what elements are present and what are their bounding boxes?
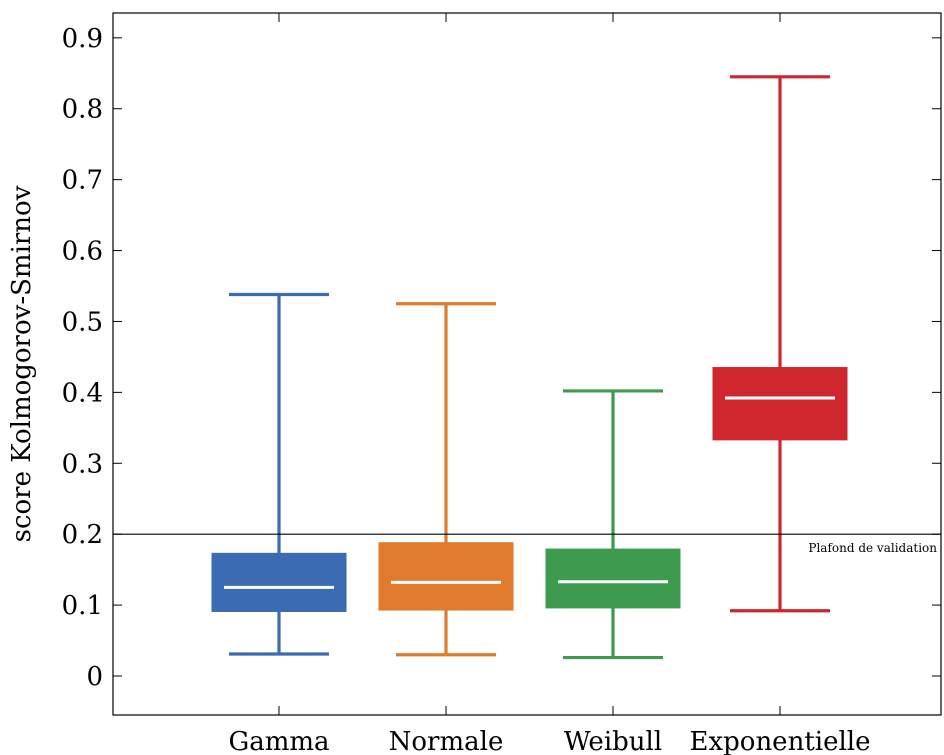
box-exponentielle xyxy=(712,75,848,613)
y-tick-label: 0.5 xyxy=(62,307,103,337)
iqr-box xyxy=(211,552,347,612)
chart-marks: Plafond de validation xyxy=(113,75,941,660)
y-tick-label: 0.6 xyxy=(62,237,103,267)
y-tick-label: 0.4 xyxy=(62,378,103,408)
box-gamma xyxy=(211,292,347,656)
box-weibull xyxy=(545,389,681,660)
plot-frame xyxy=(112,12,942,716)
x-tick-label: Normale xyxy=(389,727,504,755)
y-axis-label: score Kolmogorov-Smirnov xyxy=(7,185,37,542)
y-tick-label: 0.2 xyxy=(62,520,103,550)
y-tick-label: 0 xyxy=(86,662,103,692)
chart-axes: 0 0.1 0.2 0.3 0.4 0.5 0.6 0.7 0.8 0.9 Gamma Normale… xyxy=(62,13,941,755)
x-tick-label: Gamma xyxy=(228,727,329,755)
x-tick-label: Weibull xyxy=(564,727,662,755)
iqr-box xyxy=(545,548,681,609)
iqr-box xyxy=(712,367,848,441)
box-normale xyxy=(378,302,514,657)
reference-line-label: Plafond de validation xyxy=(808,541,937,555)
y-tick-label: 0.3 xyxy=(62,449,103,479)
iqr-box xyxy=(378,542,514,611)
y-tick-label: 0.9 xyxy=(62,24,103,54)
y-tick-label: 0.1 xyxy=(62,591,103,621)
y-tick-label: 0.8 xyxy=(62,95,103,125)
y-tick-label: 0.7 xyxy=(62,166,103,196)
x-tick-label: Exponentielle xyxy=(690,727,871,755)
